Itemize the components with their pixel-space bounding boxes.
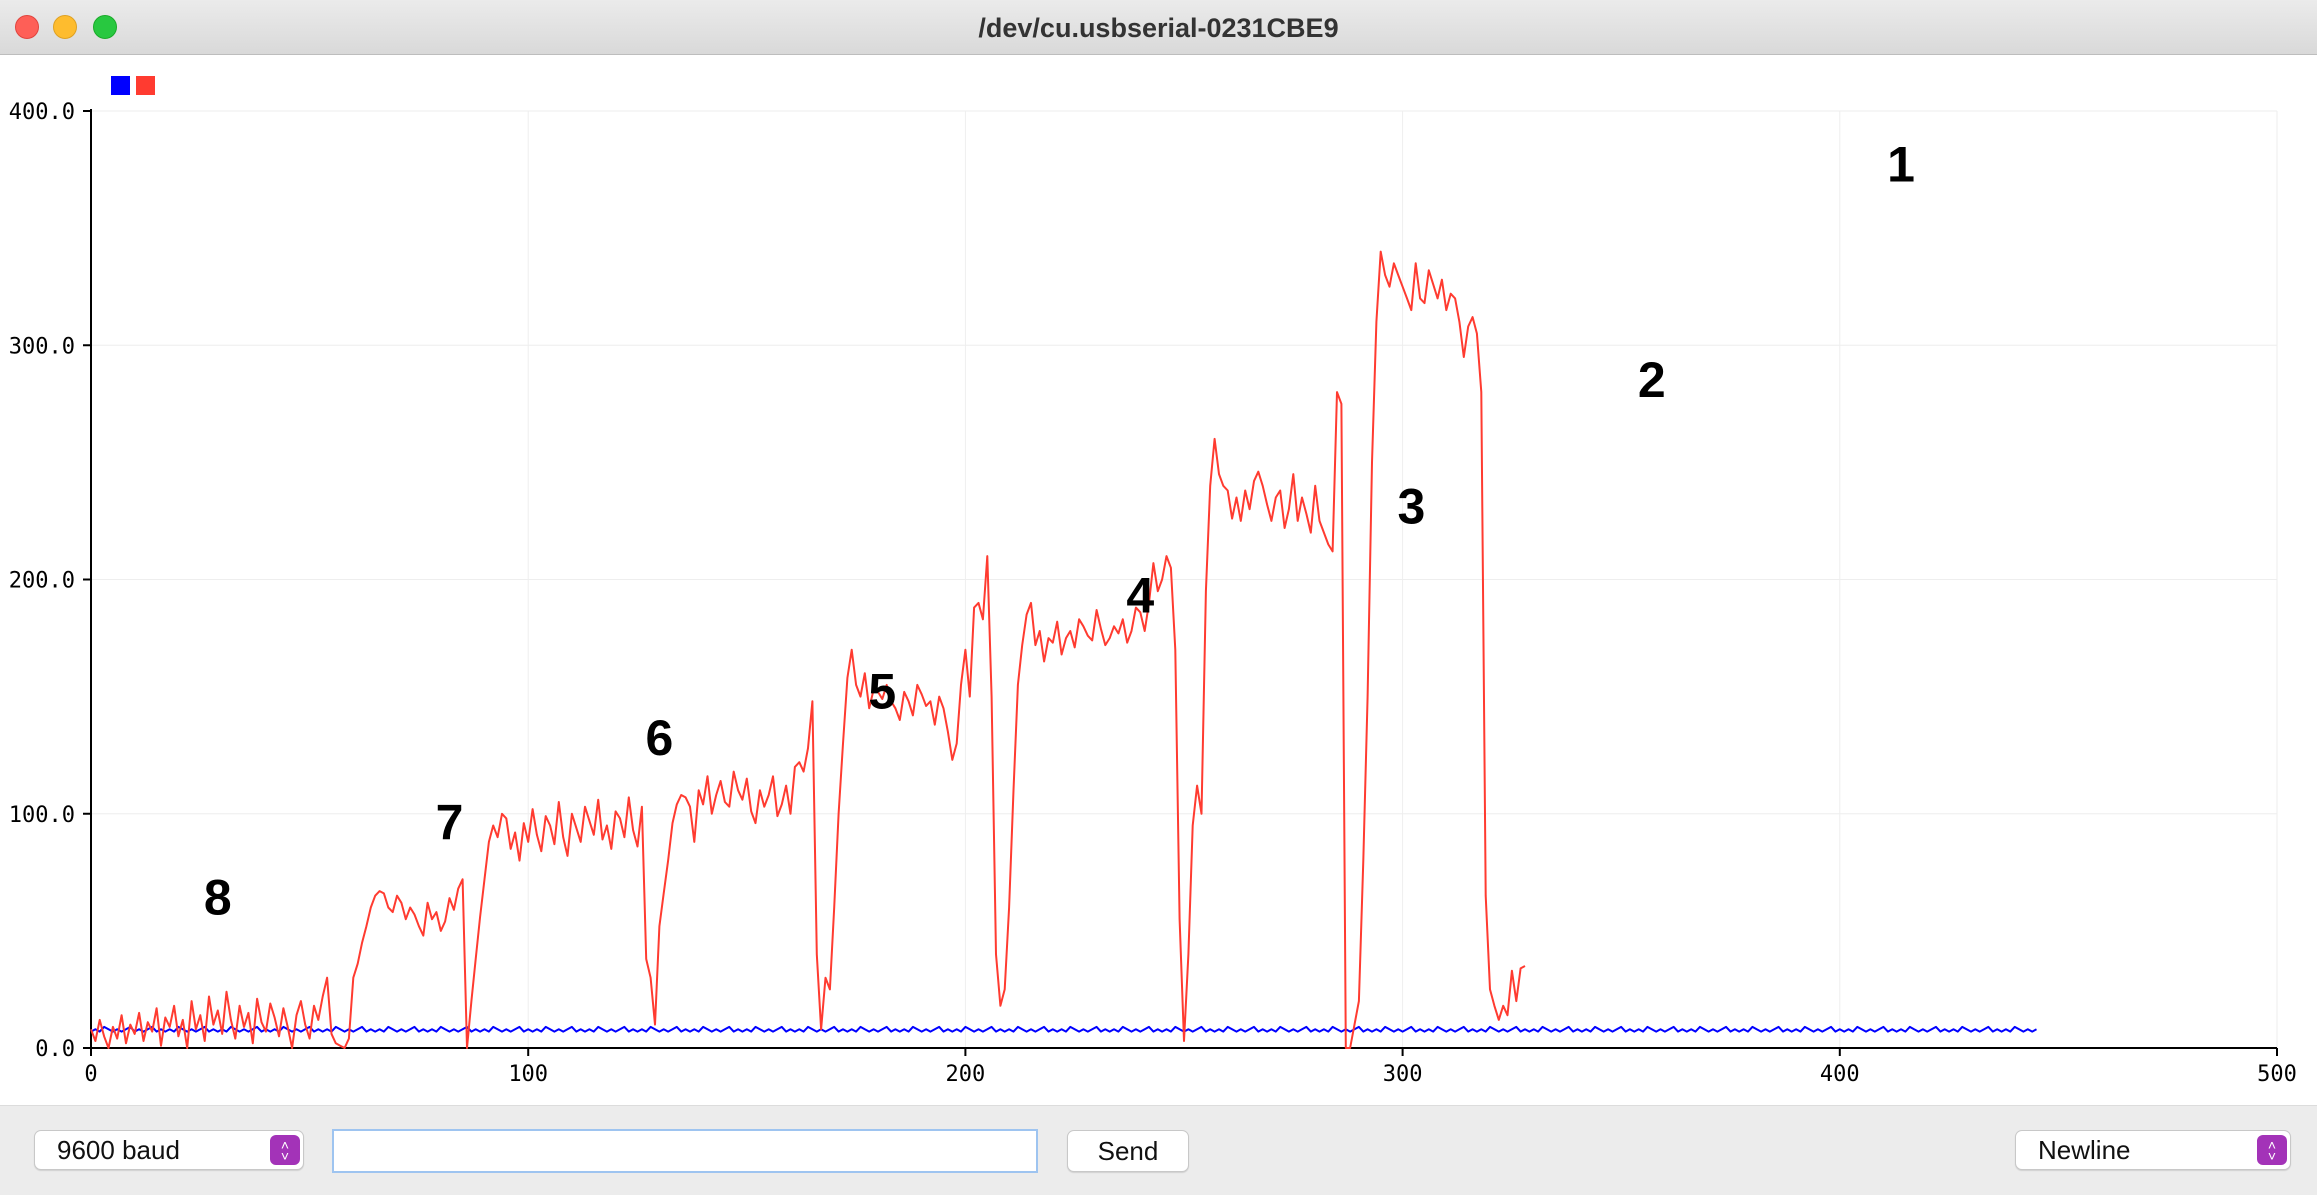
series-lines bbox=[90, 250, 2037, 1049]
title-bar: /dev/cu.usbserial-0231CBE9 bbox=[0, 0, 2317, 55]
zoom-button[interactable] bbox=[93, 15, 117, 39]
annotation-label: 5 bbox=[868, 663, 896, 719]
annotation-label: 3 bbox=[1397, 478, 1425, 534]
legend-swatch-series-1 bbox=[111, 76, 130, 95]
chevron-up-down-icon: ˄ ˅ bbox=[270, 1135, 300, 1165]
annotation-label: 4 bbox=[1126, 567, 1154, 623]
series-line-1 bbox=[90, 1025, 2037, 1033]
annotation-label: 1 bbox=[1887, 136, 1915, 192]
legend-swatch-series-2 bbox=[136, 76, 155, 95]
close-button[interactable] bbox=[15, 15, 39, 39]
x-tick-label: 100 bbox=[508, 1062, 548, 1087]
annotation-label: 6 bbox=[645, 710, 673, 766]
annotation-label: 7 bbox=[436, 795, 464, 851]
plot-area: 0.0 100.0 200.0 300.0 400.0 0 100 200 300 400 500 … bbox=[0, 55, 2317, 1105]
line-ending-select[interactable]: Newline ˄ ˅ bbox=[2015, 1130, 2291, 1170]
grid-lines bbox=[91, 110, 2278, 1048]
baud-rate-select[interactable]: 9600 baud ˄ ˅ bbox=[34, 1130, 304, 1170]
minimize-button[interactable] bbox=[53, 15, 77, 39]
annotations: 8 7 6 5 4 3 2 1 bbox=[204, 136, 1915, 925]
y-tick-label: 100.0 bbox=[9, 803, 75, 828]
x-tick-label: 300 bbox=[1383, 1062, 1423, 1087]
chevron-up-down-icon: ˄ ˅ bbox=[2257, 1135, 2287, 1165]
y-tick-label: 0.0 bbox=[35, 1037, 75, 1062]
tick-marks: 0.0 100.0 200.0 300.0 400.0 0 100 200 300 400 500 bbox=[9, 100, 2297, 1087]
window-title: /dev/cu.usbserial-0231CBE9 bbox=[978, 13, 1339, 43]
x-tick-label: 400 bbox=[1820, 1062, 1860, 1087]
x-tick-label: 500 bbox=[2257, 1062, 2297, 1087]
legend bbox=[111, 76, 155, 95]
x-tick-label: 0 bbox=[84, 1062, 97, 1087]
y-tick-label: 200.0 bbox=[9, 569, 75, 594]
line-ending-value: Newline bbox=[2038, 1135, 2131, 1165]
annotation-label: 2 bbox=[1638, 352, 1666, 408]
series-line-2 bbox=[90, 250, 1526, 1049]
send-button[interactable]: Send bbox=[1067, 1130, 1189, 1172]
axes bbox=[90, 109, 2277, 1049]
x-tick-label: 200 bbox=[946, 1062, 986, 1087]
bottom-toolbar: 9600 baud ˄ ˅ Send Newline ˄ ˅ bbox=[0, 1105, 2317, 1195]
message-input[interactable] bbox=[332, 1129, 1038, 1173]
y-tick-label: 300.0 bbox=[9, 334, 75, 359]
y-tick-label: 400.0 bbox=[9, 100, 75, 125]
annotation-label: 8 bbox=[204, 869, 232, 925]
baud-rate-value: 9600 baud bbox=[57, 1135, 180, 1165]
